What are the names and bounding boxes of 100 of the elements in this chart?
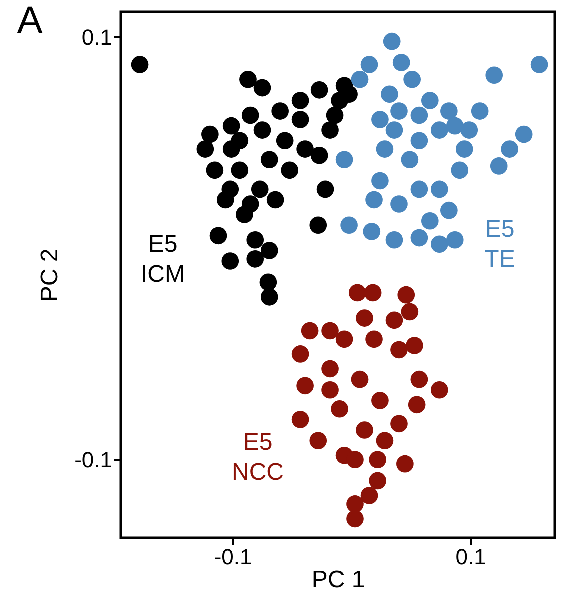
point — [351, 70, 369, 88]
point — [398, 286, 416, 304]
point — [326, 106, 344, 124]
point — [381, 86, 398, 104]
point — [346, 451, 364, 468]
point — [486, 66, 504, 84]
point — [390, 196, 408, 213]
point — [196, 140, 214, 158]
annotation: E5 ICM — [141, 231, 185, 288]
point — [131, 56, 149, 74]
point — [408, 396, 426, 414]
point — [316, 180, 334, 198]
point — [460, 122, 478, 139]
point — [372, 172, 389, 190]
point — [254, 79, 272, 97]
point — [515, 126, 533, 144]
point — [356, 422, 374, 439]
point — [530, 56, 548, 74]
point — [421, 212, 439, 230]
point — [260, 288, 278, 306]
point — [231, 132, 249, 150]
point — [363, 223, 381, 240]
point — [401, 151, 419, 169]
point — [246, 232, 264, 249]
point — [431, 122, 448, 139]
point — [251, 180, 269, 198]
point — [206, 162, 224, 180]
point — [351, 370, 369, 388]
point — [340, 216, 358, 234]
point — [372, 392, 389, 410]
point — [296, 377, 314, 395]
point — [471, 102, 489, 120]
point — [369, 472, 386, 490]
point — [386, 122, 404, 139]
point — [396, 455, 414, 473]
point — [240, 70, 257, 88]
point — [360, 56, 378, 74]
x-axis-title: PC 1 — [312, 566, 366, 594]
point — [346, 496, 364, 513]
point — [356, 310, 374, 327]
point — [276, 132, 294, 150]
point — [322, 322, 339, 340]
point — [440, 202, 458, 220]
point — [260, 151, 278, 169]
point — [392, 54, 410, 72]
point — [446, 117, 464, 135]
point — [410, 229, 428, 247]
point — [202, 126, 219, 144]
point — [242, 106, 260, 124]
point — [366, 191, 383, 209]
point — [296, 140, 314, 158]
point — [346, 510, 364, 528]
point — [348, 284, 366, 302]
point — [501, 140, 518, 158]
point — [336, 151, 354, 169]
point — [222, 252, 240, 270]
point — [386, 312, 404, 330]
point — [246, 250, 264, 268]
point — [386, 232, 404, 249]
point — [331, 400, 348, 418]
point — [440, 102, 458, 120]
point — [310, 147, 328, 164]
point — [210, 227, 228, 245]
point — [222, 117, 240, 135]
point — [322, 381, 339, 399]
point — [301, 322, 319, 340]
point — [401, 303, 419, 321]
point — [260, 242, 278, 260]
point — [406, 337, 424, 354]
point — [431, 180, 448, 198]
point — [456, 140, 474, 158]
point — [410, 106, 428, 124]
point — [266, 191, 284, 209]
point — [222, 180, 240, 198]
point — [364, 284, 382, 302]
point — [431, 381, 448, 399]
point — [322, 122, 339, 139]
point — [366, 330, 383, 348]
point — [451, 162, 469, 180]
point — [310, 432, 328, 450]
point — [292, 92, 310, 110]
point — [292, 411, 310, 428]
point — [376, 432, 394, 450]
point — [390, 415, 408, 433]
point — [383, 32, 401, 50]
point — [421, 92, 439, 110]
point — [390, 341, 408, 359]
point — [404, 70, 421, 88]
point — [260, 274, 278, 292]
point — [292, 111, 310, 128]
point — [242, 196, 260, 213]
point — [310, 82, 328, 99]
y-axis-title: PC 2 — [36, 248, 64, 302]
point — [446, 232, 464, 249]
point — [292, 346, 310, 363]
point — [310, 216, 328, 234]
annotation: E5 TE — [484, 216, 516, 273]
point — [322, 360, 339, 378]
point — [431, 236, 448, 254]
point — [281, 162, 299, 180]
